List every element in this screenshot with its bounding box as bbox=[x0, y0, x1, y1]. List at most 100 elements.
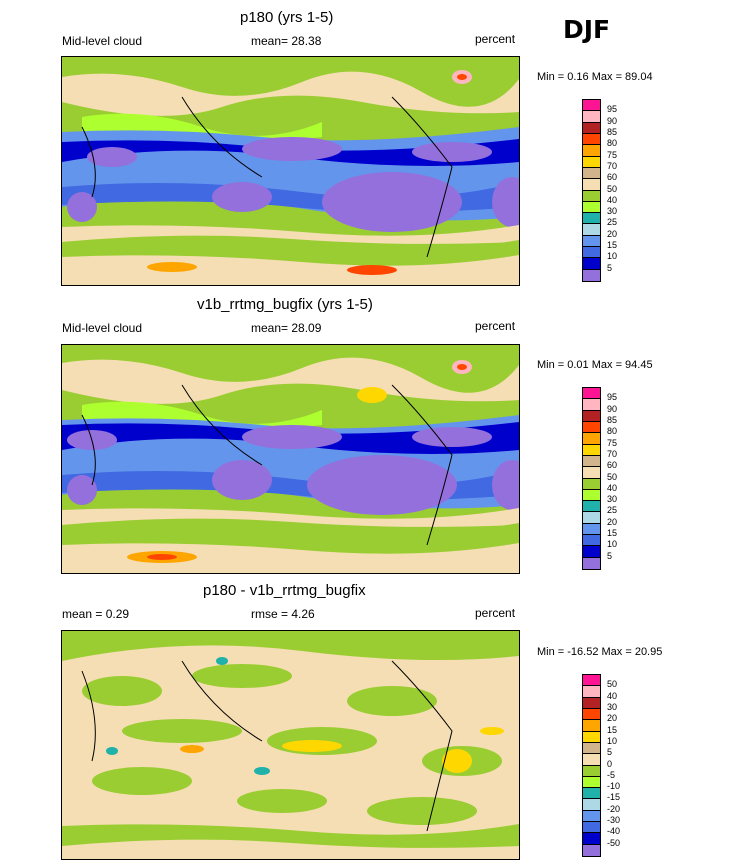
colorbar-label: 40 bbox=[607, 194, 618, 205]
colorbar-swatch bbox=[583, 269, 600, 281]
panel-1-title: p180 (yrs 1-5) bbox=[240, 9, 334, 26]
colorbar-label: -15 bbox=[607, 792, 621, 803]
colorbar-label: 80 bbox=[607, 138, 618, 149]
colorbar-label: 50 bbox=[607, 183, 618, 194]
colorbar-swatch bbox=[583, 833, 600, 845]
colorbar-swatch bbox=[583, 190, 600, 202]
panel-3-units-label: percent bbox=[475, 606, 516, 620]
colorbar-label: 75 bbox=[607, 149, 618, 160]
colorbar-swatch bbox=[583, 788, 600, 800]
colorbar-swatch bbox=[583, 478, 600, 490]
colorbar-swatch bbox=[583, 467, 600, 479]
colorbar-label: 95 bbox=[607, 392, 618, 403]
colorbar-label: 50 bbox=[607, 471, 618, 482]
colorbar-swatch bbox=[583, 535, 600, 547]
colorbar-label: 70 bbox=[607, 160, 618, 171]
colorbar-swatch bbox=[583, 145, 600, 157]
panel-2-mean-label: mean= 28.09 bbox=[251, 321, 322, 335]
colorbar-label: 90 bbox=[607, 115, 618, 126]
colorbar-swatch bbox=[583, 557, 600, 569]
colorbar-label: -20 bbox=[607, 803, 621, 814]
colorbar-swatch bbox=[583, 765, 600, 777]
colorbar-label: 15 bbox=[607, 528, 618, 539]
colorbar-swatch bbox=[583, 686, 600, 698]
colorbar-swatch bbox=[583, 697, 600, 709]
colorbar-label: 5 bbox=[607, 262, 613, 273]
colorbar-swatch bbox=[583, 100, 600, 112]
colorbar-swatch bbox=[583, 213, 600, 225]
colorbar-swatch bbox=[583, 410, 600, 422]
panel-3-colorbar bbox=[582, 674, 601, 857]
colorbar-swatch bbox=[583, 720, 600, 732]
colorbar-label: 75 bbox=[607, 437, 618, 448]
colorbar-label: 60 bbox=[607, 460, 618, 471]
colorbar-swatch bbox=[583, 258, 600, 270]
panel-2-colorbar bbox=[582, 387, 601, 570]
panel-3-mean-label: mean = 0.29 bbox=[62, 607, 130, 621]
colorbar-swatch bbox=[583, 523, 600, 536]
colorbar-label: -30 bbox=[607, 815, 621, 826]
colorbar-label: 85 bbox=[607, 126, 618, 137]
colorbar-swatch bbox=[583, 399, 600, 411]
colorbar-label: 10 bbox=[607, 735, 618, 746]
colorbar-label: 30 bbox=[607, 701, 618, 712]
colorbar-label: 20 bbox=[607, 713, 618, 724]
colorbar-swatch bbox=[583, 489, 600, 502]
colorbar-label: 40 bbox=[607, 482, 618, 493]
panel-3-minmax: Min = -16.52 Max = 20.95 bbox=[537, 646, 663, 658]
colorbar-label: 10 bbox=[607, 251, 618, 262]
colorbar-swatch bbox=[583, 388, 600, 400]
colorbar-swatch bbox=[583, 708, 600, 721]
colorbar-label: -10 bbox=[607, 781, 621, 792]
colorbar-swatch bbox=[583, 546, 600, 558]
colorbar-swatch bbox=[583, 111, 600, 123]
colorbar-label: 60 bbox=[607, 172, 618, 183]
colorbar-swatch bbox=[583, 844, 600, 856]
colorbar-label: 5 bbox=[607, 747, 613, 758]
colorbar-swatch bbox=[583, 156, 600, 168]
colorbar-label: 5 bbox=[607, 550, 613, 561]
panel-1-colorbar bbox=[582, 99, 601, 282]
colorbar-swatch bbox=[583, 444, 600, 456]
season-label: DJF bbox=[563, 15, 611, 44]
colorbar-swatch bbox=[583, 247, 600, 259]
colorbar-label: 50 bbox=[607, 679, 618, 690]
colorbar-label: 25 bbox=[607, 217, 618, 228]
colorbar-swatch bbox=[583, 512, 600, 524]
colorbar-label: 20 bbox=[607, 228, 618, 239]
colorbar-label: 0 bbox=[607, 758, 613, 769]
panel-2-variable-label: Mid-level cloud bbox=[62, 321, 143, 335]
colorbar-swatch bbox=[583, 501, 600, 513]
colorbar-swatch bbox=[583, 776, 600, 789]
colorbar-swatch bbox=[583, 822, 600, 834]
panel-1-variable-label: Mid-level cloud bbox=[62, 34, 143, 48]
colorbar-label: 85 bbox=[607, 414, 618, 425]
colorbar-swatch bbox=[583, 133, 600, 146]
colorbar-swatch bbox=[583, 731, 600, 743]
colorbar-label: 70 bbox=[607, 448, 618, 459]
panel-3-title: p180 - v1b_rrtmg_bugfix bbox=[203, 582, 366, 599]
colorbar-swatch bbox=[583, 235, 600, 248]
panel-1-units-label: percent bbox=[475, 32, 516, 46]
panel-1-mean-label: mean= 28.38 bbox=[251, 34, 322, 48]
panel-1-map bbox=[61, 56, 520, 286]
colorbar-label: 40 bbox=[607, 690, 618, 701]
colorbar-label: 15 bbox=[607, 724, 618, 735]
colorbar-swatch bbox=[583, 455, 600, 468]
colorbar-swatch bbox=[583, 167, 600, 180]
colorbar-swatch bbox=[583, 122, 600, 134]
colorbar-label: 30 bbox=[607, 494, 618, 505]
colorbar-label: 15 bbox=[607, 240, 618, 251]
panel-2-map bbox=[61, 344, 520, 574]
colorbar-swatch bbox=[583, 201, 600, 214]
panel-2-title: v1b_rrtmg_bugfix (yrs 1-5) bbox=[197, 296, 373, 313]
panel-1-minmax: Min = 0.16 Max = 89.04 bbox=[537, 71, 653, 83]
panel-3-rmse-label: rmse = 4.26 bbox=[251, 607, 315, 621]
colorbar-label: 90 bbox=[607, 403, 618, 414]
colorbar-swatch bbox=[583, 433, 600, 445]
colorbar-label: -50 bbox=[607, 837, 621, 848]
colorbar-swatch bbox=[583, 754, 600, 766]
colorbar-swatch bbox=[583, 799, 600, 811]
colorbar-swatch bbox=[583, 421, 600, 434]
colorbar-swatch bbox=[583, 224, 600, 236]
